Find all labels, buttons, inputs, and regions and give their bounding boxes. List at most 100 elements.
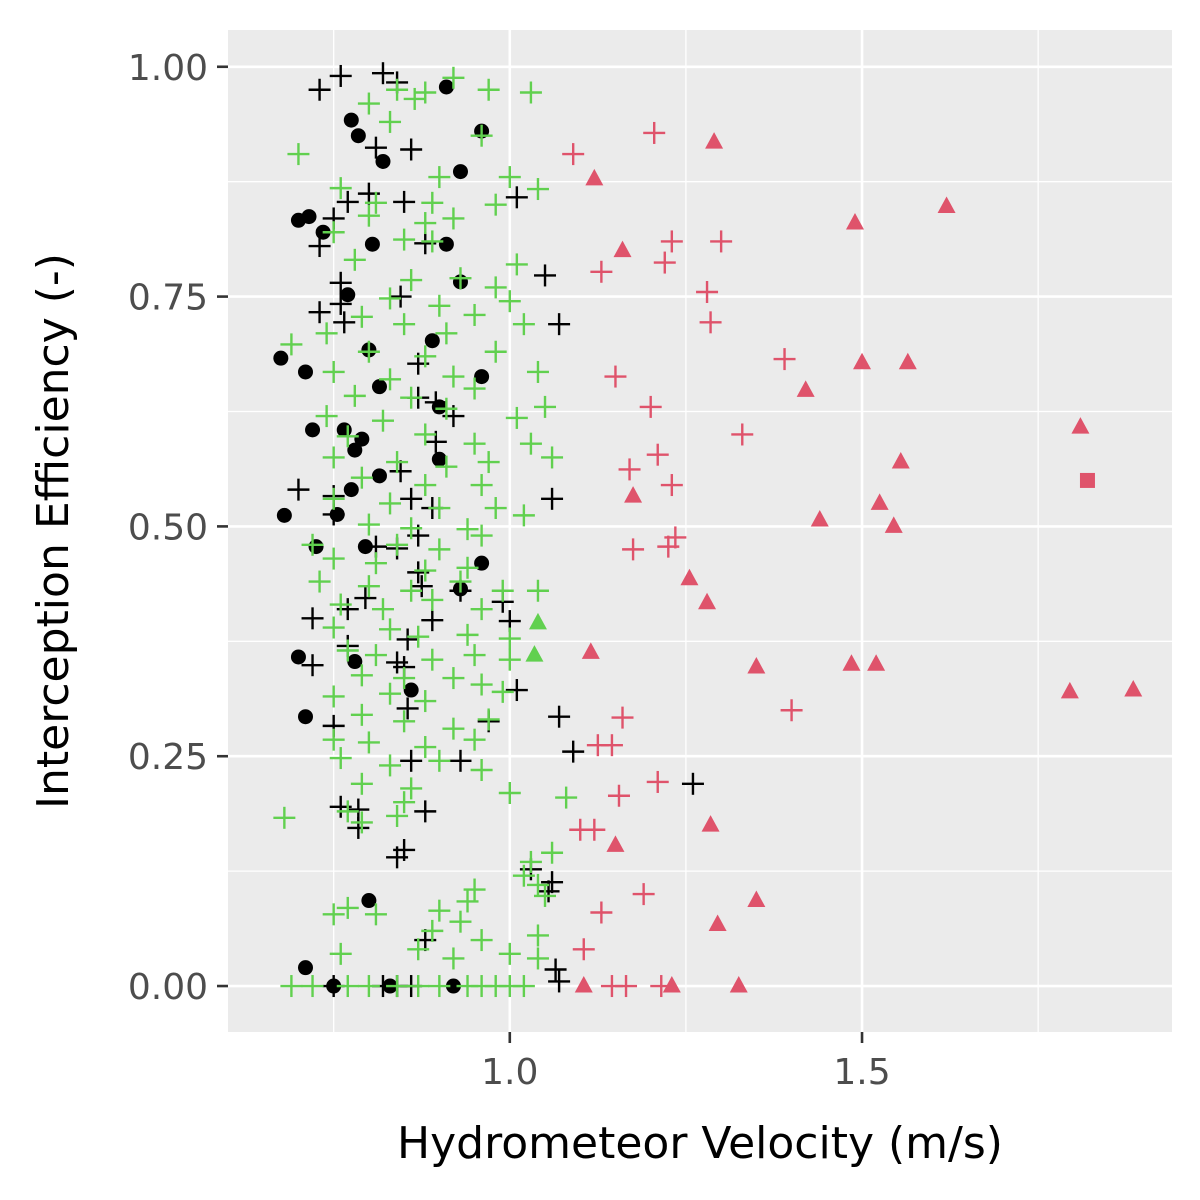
data-point-plus xyxy=(333,311,356,334)
data-point-plus xyxy=(505,406,528,429)
data-point-triangle xyxy=(747,890,766,908)
data-point-plus xyxy=(562,143,585,166)
data-point-plus xyxy=(315,322,338,345)
data-point-plus xyxy=(562,740,585,763)
data-point-plus xyxy=(393,228,416,251)
data-point-plus xyxy=(410,575,433,598)
data-point-plus xyxy=(519,432,542,455)
data-point-plus xyxy=(400,269,423,292)
data-point-plus xyxy=(470,759,493,782)
data-point-plus xyxy=(639,395,662,418)
data-point-plus xyxy=(357,340,380,363)
data-point-circle xyxy=(343,482,359,498)
data-point-plus xyxy=(386,451,409,474)
data-point-plus xyxy=(548,313,571,336)
data-point-plus xyxy=(428,166,451,189)
data-point-plus xyxy=(336,639,359,662)
data-point-plus xyxy=(491,680,514,703)
data-point-triangle xyxy=(845,213,864,230)
data-point-plus xyxy=(477,708,500,731)
data-point-plus xyxy=(354,587,377,610)
data-point-plus xyxy=(512,975,535,998)
data-point-plus xyxy=(336,190,359,213)
data-point-plus xyxy=(400,777,423,800)
data-point-plus xyxy=(393,190,416,213)
data-point-circle xyxy=(276,507,292,523)
data-point-plus xyxy=(505,679,528,702)
data-point-plus xyxy=(400,517,423,540)
data-point-plus xyxy=(541,841,564,864)
data-point-plus xyxy=(371,598,394,621)
data-point-plus xyxy=(449,570,472,593)
data-point-plus xyxy=(364,136,387,159)
data-point-plus xyxy=(350,305,373,328)
data-point-plus xyxy=(301,654,324,677)
data-point-plus xyxy=(280,333,303,356)
data-point-triangle xyxy=(613,240,632,258)
data-point-plus xyxy=(347,816,370,839)
data-point-plus xyxy=(773,348,796,371)
data-point-plus xyxy=(456,623,479,646)
data-point-plus xyxy=(301,607,324,630)
data-point-plus xyxy=(442,365,465,388)
data-point-plus xyxy=(414,474,437,497)
data-point-plus xyxy=(435,322,458,345)
data-point-plus xyxy=(463,303,486,326)
data-point-plus xyxy=(484,193,507,216)
data-point-triangle xyxy=(662,976,681,993)
data-point-plus xyxy=(308,235,331,258)
data-point-plus xyxy=(371,409,394,432)
data-point-plus xyxy=(287,143,310,166)
data-point-plus xyxy=(526,947,549,970)
data-point-plus xyxy=(572,938,595,961)
data-point-plus xyxy=(463,644,486,667)
data-point-plus xyxy=(393,710,416,733)
data-point-plus xyxy=(379,368,402,391)
data-point-plus xyxy=(604,365,627,388)
data-point-plus xyxy=(780,699,803,722)
data-point-circle xyxy=(297,960,313,976)
data-point-circle xyxy=(347,654,363,670)
data-point-plus xyxy=(435,397,458,420)
data-point-plus xyxy=(421,588,444,611)
data-point-plus xyxy=(329,942,352,965)
data-point-plus xyxy=(322,446,345,469)
data-point-circle xyxy=(347,442,363,458)
data-point-plus xyxy=(414,736,437,759)
data-point-plus xyxy=(607,784,630,807)
data-point-plus xyxy=(322,360,345,383)
data-point-plus xyxy=(308,78,331,101)
data-point-plus xyxy=(414,690,437,713)
data-point-plus xyxy=(534,395,557,418)
data-point-plus xyxy=(632,883,655,906)
data-point-plus xyxy=(336,800,359,823)
data-point-plus xyxy=(350,703,373,726)
data-point-plus xyxy=(442,717,465,740)
data-point-plus xyxy=(442,207,465,230)
data-point-plus xyxy=(470,929,493,952)
data-point-plus xyxy=(428,497,451,520)
data-point-plus xyxy=(442,66,465,89)
data-point-plus xyxy=(396,628,419,651)
data-point-plus xyxy=(505,186,528,209)
data-point-plus xyxy=(400,386,423,409)
data-point-plus xyxy=(308,570,331,593)
data-point-plus xyxy=(555,786,578,809)
data-point-plus xyxy=(484,340,507,363)
data-point-circle xyxy=(350,128,366,144)
data-point-plus xyxy=(364,191,387,214)
data-point-circle xyxy=(297,709,313,725)
data-point-plus xyxy=(544,958,567,981)
data-point-plus xyxy=(393,313,416,336)
data-point-triangle xyxy=(870,493,889,510)
plot-panel xyxy=(228,30,1172,1032)
y-tick-label: 0.50 xyxy=(128,507,208,548)
data-point-plus xyxy=(400,487,423,510)
data-point-plus xyxy=(379,110,402,133)
data-point-plus xyxy=(428,294,451,317)
data-point-plus xyxy=(512,313,535,336)
data-point-circle xyxy=(424,333,440,349)
data-point-plus xyxy=(534,264,557,287)
data-point-plus xyxy=(336,425,359,448)
data-point-triangle xyxy=(585,168,604,186)
